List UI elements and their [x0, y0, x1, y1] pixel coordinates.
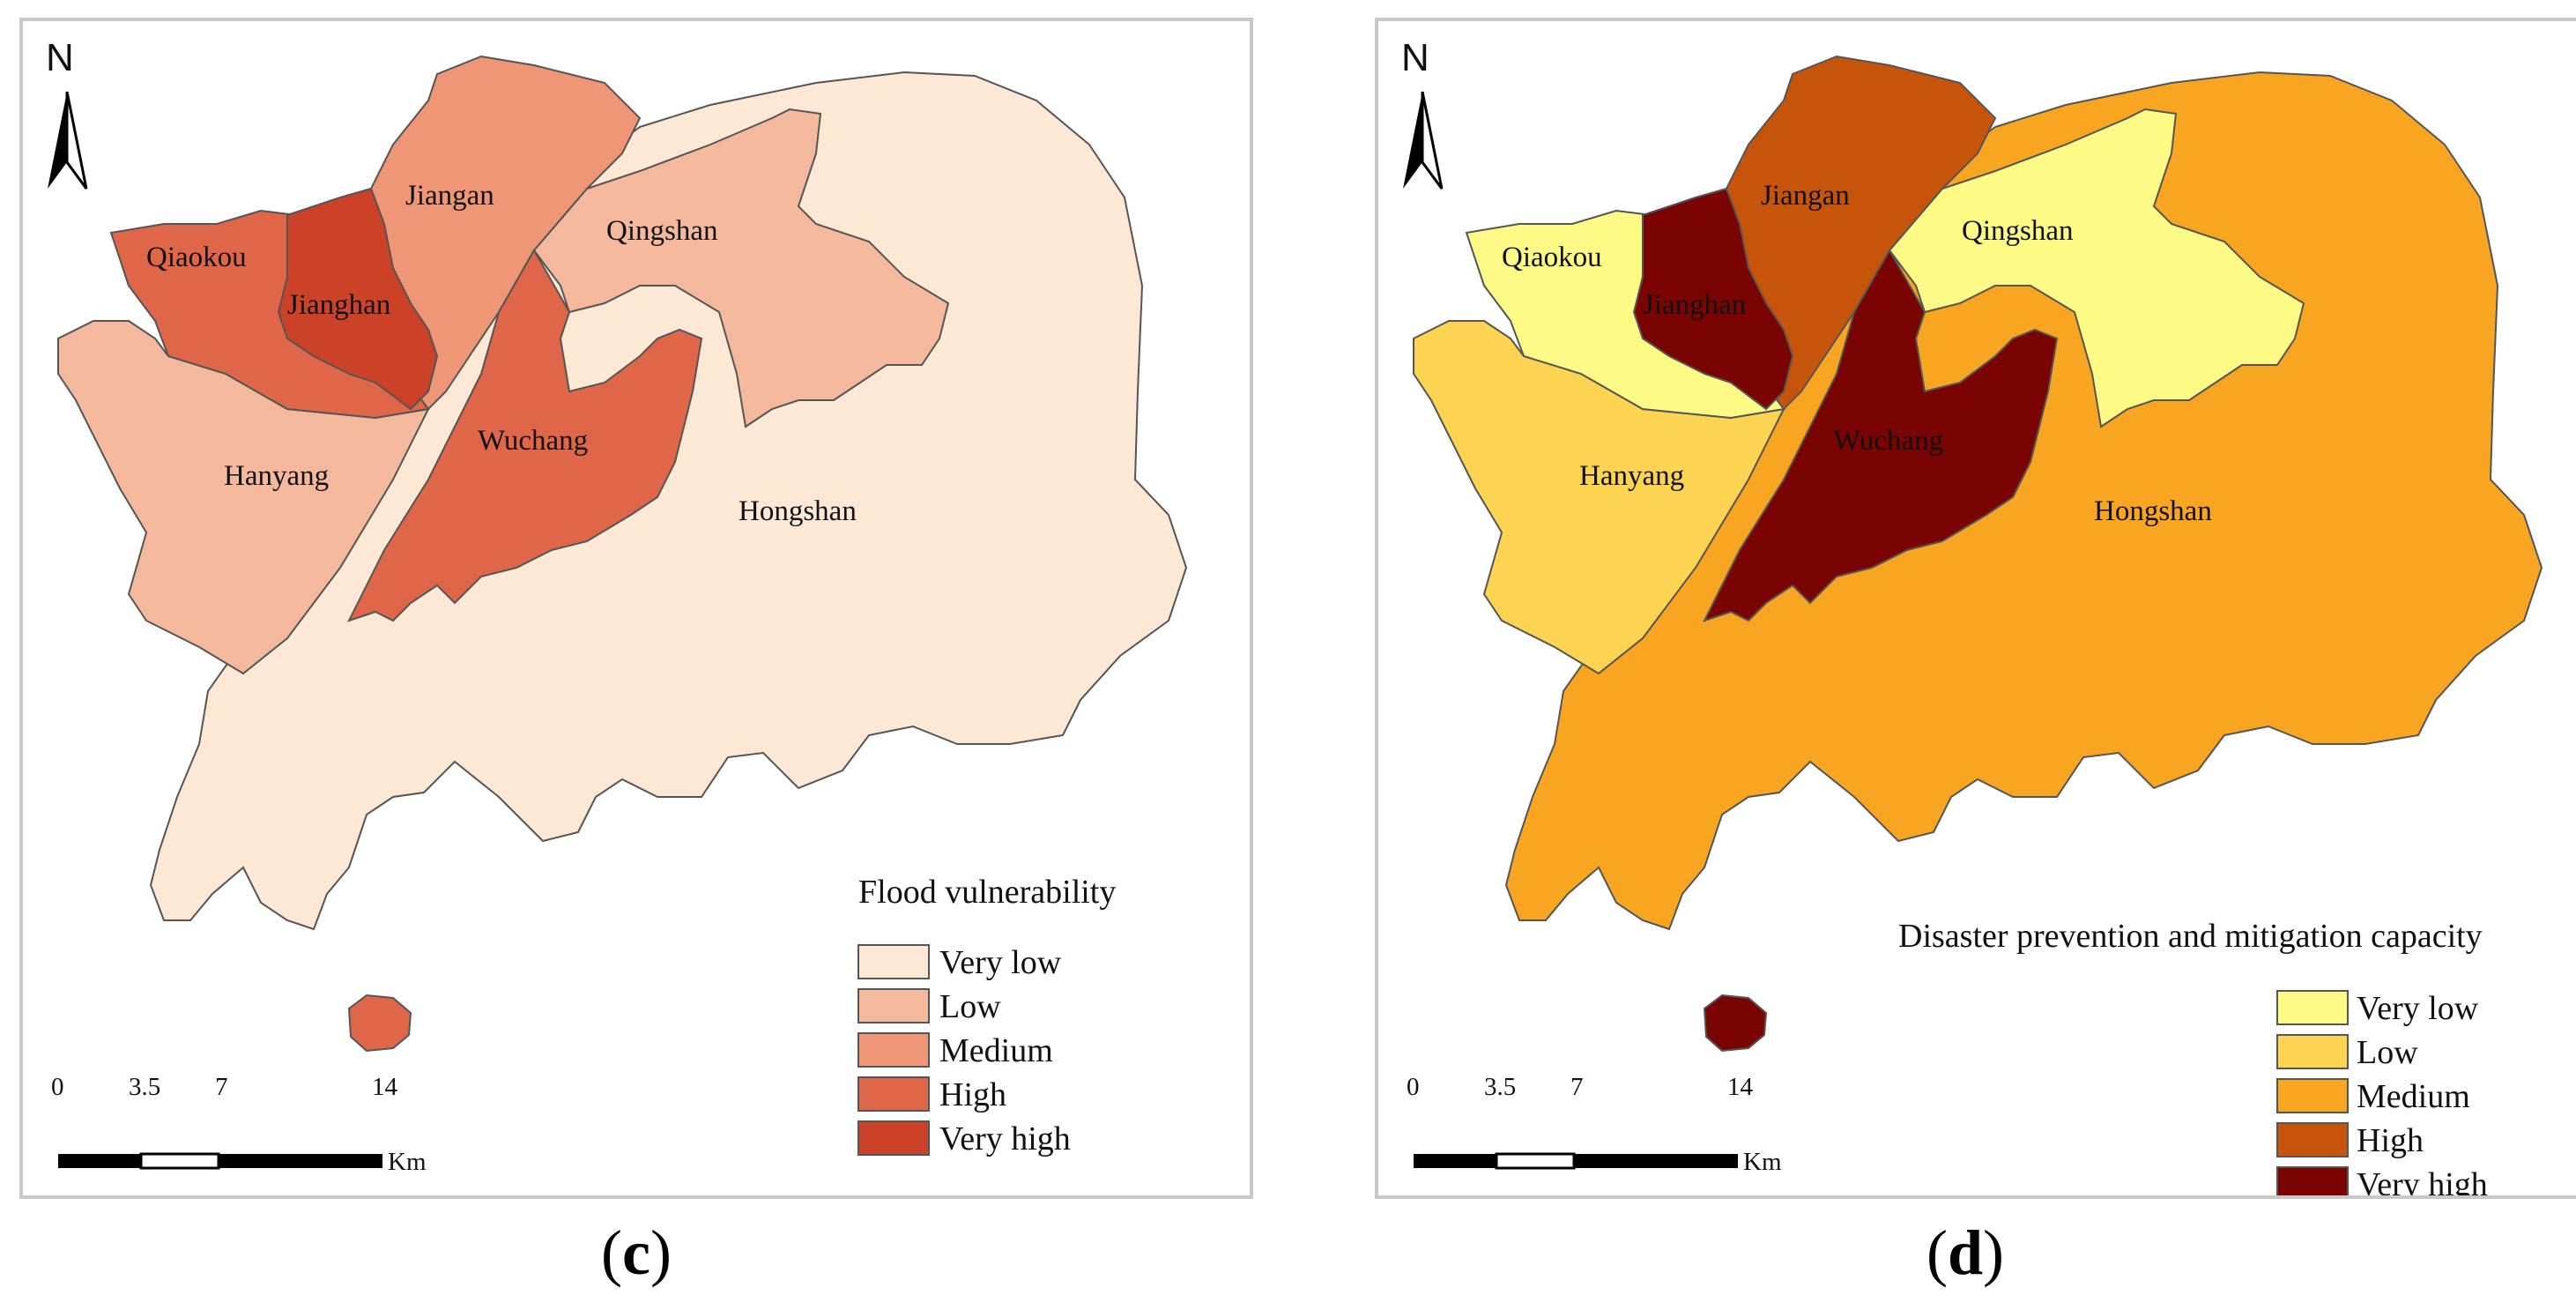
north-arrow-icon: [48, 92, 67, 189]
legend-swatch-very-high: [2276, 1166, 2349, 1195]
map-panel-c: Qiaokou Jianghan Jiangan Qingshan Hanyan…: [19, 18, 1253, 1199]
scale-seg-2: [139, 1152, 220, 1170]
north-label: N: [1401, 36, 1429, 79]
label-wuchang: Wuchang: [478, 425, 588, 457]
legend-label-very-high: Very high: [2357, 1166, 2488, 1195]
district-jianghan: [1632, 187, 1794, 411]
label-hongshan: Hongshan: [739, 495, 857, 527]
districts-d: [1413, 55, 2543, 1053]
scale-tick-3-5: 3.5: [1484, 1073, 1516, 1101]
caption-d: (d): [1926, 1217, 2004, 1288]
legend-swatch-high: [857, 1076, 930, 1112]
district-labels-c: Qiaokou Jianghan Jiangan Qingshan Hanyan…: [146, 180, 857, 527]
districts-c: [57, 55, 1188, 1053]
legend-label-medium: Medium: [2357, 1078, 2470, 1115]
label-hanyang: Hanyang: [224, 460, 329, 492]
label-qingshan: Qingshan: [606, 215, 718, 247]
district-hanyang: [57, 320, 430, 675]
scale-bar-c: 0 3.5 7 14 Km: [51, 1073, 427, 1176]
scale-seg-1: [1414, 1154, 1496, 1168]
label-hongshan: Hongshan: [2094, 495, 2212, 527]
legend-label-very-high: Very high: [939, 1120, 1071, 1157]
scale-seg-1: [58, 1154, 141, 1168]
scale-tick-7: 7: [215, 1073, 228, 1101]
legend-title: Disaster prevention and mitigation capac…: [1898, 918, 2483, 955]
caption-letter: c: [622, 1217, 650, 1288]
legend-label-low: Low: [2357, 1034, 2418, 1071]
district-hanyang: [1413, 320, 1785, 675]
legend-label-very-low: Very low: [939, 944, 1062, 981]
map-c-svg: Qiaokou Jianghan Jiangan Qingshan Hanyan…: [46, 36, 1188, 1176]
scale-tick-3-5: 3.5: [129, 1073, 160, 1101]
north-arrow-icon-outline: [65, 91, 88, 190]
label-wuchang: Wuchang: [1833, 425, 1943, 457]
label-jianghan: Jianghan: [1643, 289, 1746, 321]
north-label: N: [46, 36, 74, 79]
map-panel-d: Qiaokou Jianghan Jiangan Qingshan Hanyan…: [1375, 18, 2576, 1199]
district-hongshan: [149, 71, 1188, 931]
legend-label-low: Low: [939, 988, 1001, 1025]
district-labels-d: Qiaokou Jianghan Jiangan Qingshan Hanyan…: [1502, 180, 2212, 527]
legend-title: Flood vulnerability: [858, 874, 1116, 911]
scale-seg-2: [1495, 1152, 1576, 1170]
label-hanyang: Hanyang: [1579, 460, 1684, 492]
legend-label-high: High: [939, 1076, 1006, 1113]
legend-swatch-medium: [2276, 1078, 2349, 1113]
legend-swatch-low: [857, 988, 930, 1023]
label-qiaokou: Qiaokou: [1502, 242, 1602, 273]
legend-swatch-low: [2276, 1034, 2349, 1069]
scale-tick-7: 7: [1570, 1073, 1584, 1101]
district-wuchang: [1703, 248, 2059, 622]
caption-letter: d: [1947, 1217, 1984, 1288]
legend-swatch-medium: [857, 1032, 930, 1068]
label-qingshan: Qingshan: [1962, 215, 2074, 247]
label-jianghan: Jianghan: [287, 289, 390, 321]
district-wuchang: [347, 248, 703, 622]
scale-tick-0: 0: [51, 1073, 64, 1101]
scale-tick-14: 14: [372, 1073, 398, 1101]
north-arrow-icon: [1403, 92, 1422, 189]
caption-c: (c): [601, 1217, 672, 1288]
scale-tick-0: 0: [1407, 1073, 1420, 1101]
label-jiangan: Jiangan: [405, 180, 494, 212]
scale-unit: Km: [388, 1148, 427, 1176]
district-hongshan: [1504, 71, 2543, 931]
district-island: [347, 994, 412, 1053]
legend-c: Flood vulnerability Very low Low Medium Hig…: [857, 874, 1116, 1157]
legend-swatch-high: [2276, 1122, 2349, 1157]
north-arrow-d: N: [1401, 36, 1444, 190]
scale-unit: Km: [1743, 1148, 1782, 1176]
north-arrow-icon-outline: [1421, 91, 1444, 190]
scale-bar-d: 0 3.5 7 14 Km: [1407, 1073, 1782, 1176]
district-qingshan: [1888, 108, 2305, 428]
legend-swatch-very-high: [857, 1120, 930, 1156]
legend-d: Disaster prevention and mitigation capac…: [1898, 918, 2488, 1195]
north-arrow-c: N: [46, 36, 88, 190]
scale-tick-14: 14: [1727, 1073, 1754, 1101]
district-qingshan: [532, 108, 950, 428]
label-jiangan: Jiangan: [1761, 180, 1850, 212]
scale-seg-3: [1574, 1154, 1738, 1168]
scale-seg-3: [219, 1154, 382, 1168]
legend-label-high: High: [2357, 1122, 2424, 1159]
legend-swatch-very-low: [857, 944, 930, 979]
legend-label-medium: Medium: [939, 1032, 1053, 1069]
legend-swatch-very-low: [2276, 990, 2349, 1025]
label-qiaokou: Qiaokou: [146, 242, 247, 273]
district-jianghan: [277, 187, 439, 411]
map-d-svg: Qiaokou Jianghan Jiangan Qingshan Hanyan…: [1401, 36, 2543, 1195]
legend-label-very-low: Very low: [2357, 990, 2479, 1027]
district-island: [1703, 994, 1768, 1053]
